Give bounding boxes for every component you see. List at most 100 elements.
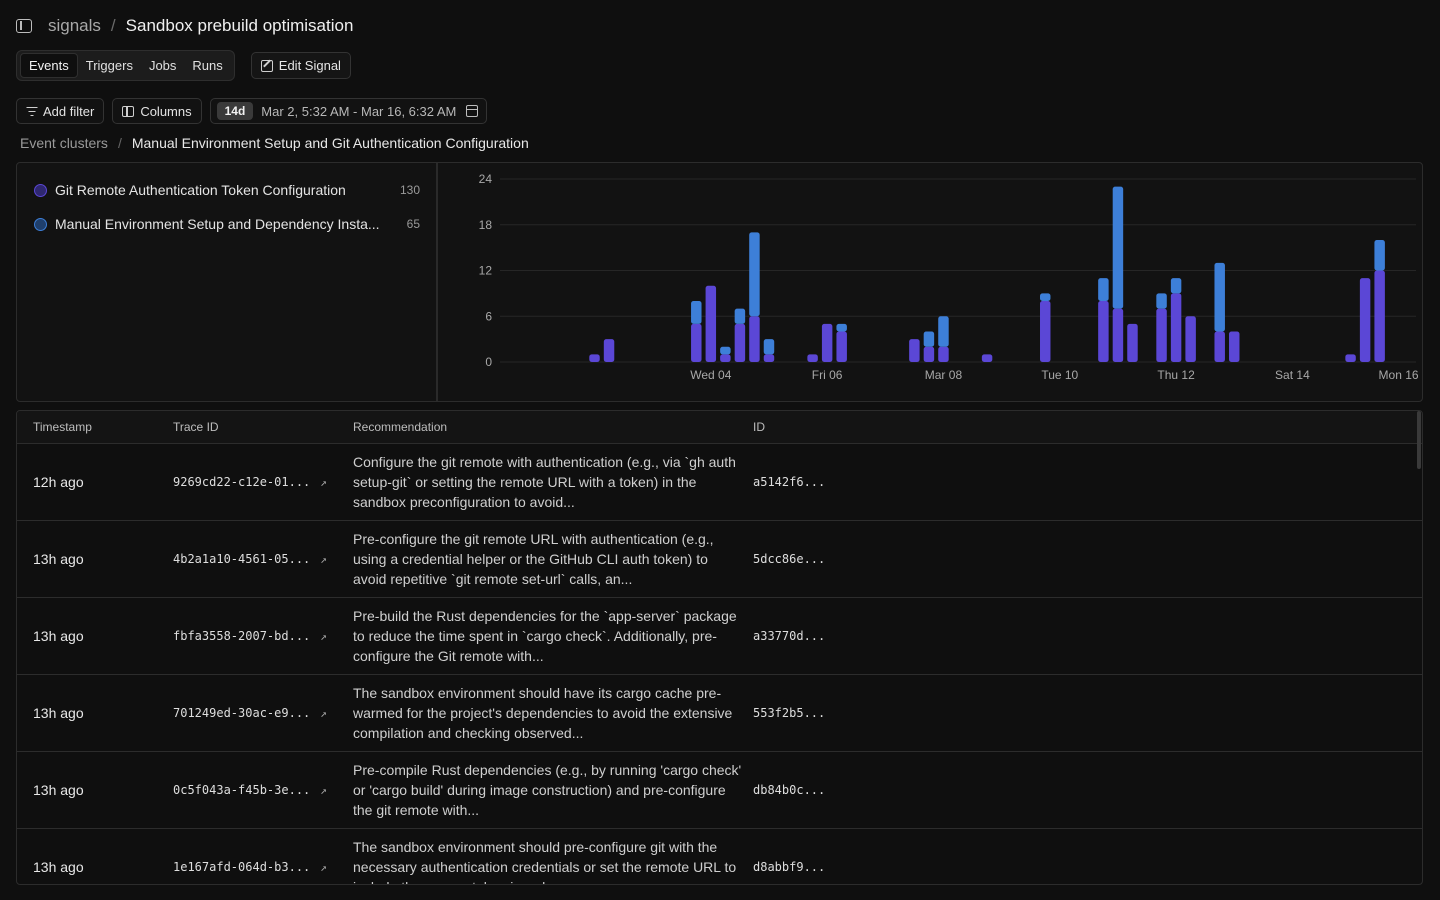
bar-segment-env-setup[interactable] <box>1170 278 1182 294</box>
bar-segment-git-auth[interactable] <box>1127 323 1138 362</box>
trace-id-text: 0c5f043a-f45b-3e... <box>173 783 311 797</box>
bar-segment-env-setup[interactable] <box>1156 293 1167 309</box>
bar-segment-git-auth[interactable] <box>1185 316 1196 362</box>
external-link-icon[interactable]: ↗ <box>320 706 327 720</box>
trace-id-text: 9269cd22-c12e-01... <box>173 475 311 489</box>
y-tick-label: 6 <box>485 309 492 323</box>
bar-segment-git-auth[interactable] <box>807 354 818 362</box>
bar-segment-git-auth[interactable] <box>589 354 600 362</box>
tab-runs[interactable]: Runs <box>192 58 223 73</box>
bar-segment-env-setup[interactable] <box>1374 240 1385 271</box>
bar-segment-git-auth[interactable] <box>1359 278 1371 362</box>
bar-segment-git-auth[interactable] <box>981 354 993 362</box>
sidebar-toggle-icon[interactable] <box>16 19 32 33</box>
legend-item[interactable]: Git Remote Authentication Token Configur… <box>34 173 420 207</box>
bar-segment-git-auth[interactable] <box>1345 354 1356 362</box>
tab-events[interactable]: Events <box>20 53 78 78</box>
cell-timestamp: 13h ago <box>33 628 84 644</box>
bar-segment-git-auth[interactable] <box>1156 308 1167 362</box>
bar-segment-env-setup[interactable] <box>1214 262 1225 332</box>
x-tick-label: Wed 04 <box>690 368 731 382</box>
bar-segment-git-auth[interactable] <box>909 339 920 362</box>
cell-timestamp: 12h ago <box>33 474 84 490</box>
bar-segment-git-auth[interactable] <box>923 346 935 362</box>
page-header: signals / Sandbox prebuild optimisation <box>16 12 353 40</box>
bar-segment-git-auth[interactable] <box>749 316 760 362</box>
table-row[interactable]: 13h ago 4b2a1a10-4561-05... ↗ Pre-configure… <box>17 521 1422 598</box>
column-header-timestamp[interactable]: Timestamp <box>33 420 92 434</box>
table-row[interactable]: 13h ago 701249ed-30ac-e9... ↗ The sandbox e… <box>17 675 1422 752</box>
bar-segment-env-setup[interactable] <box>763 339 775 355</box>
external-link-icon[interactable]: ↗ <box>320 475 327 489</box>
x-tick-label: Fri 06 <box>812 368 843 382</box>
bar-segment-env-setup[interactable] <box>1098 278 1109 301</box>
bar-segment-git-auth[interactable] <box>691 323 702 362</box>
chart-panel: Git Remote Authentication Token Configur… <box>16 162 1423 402</box>
cell-trace-id[interactable]: 701249ed-30ac-e9... ↗ <box>173 706 353 720</box>
bar-segment-git-auth[interactable] <box>1040 301 1051 362</box>
external-link-icon[interactable]: ↗ <box>320 860 327 874</box>
bar-segment-env-setup[interactable] <box>836 323 847 332</box>
x-tick-label: Sat 14 <box>1275 368 1310 382</box>
cell-trace-id[interactable]: 9269cd22-c12e-01... ↗ <box>173 475 353 489</box>
bar-segment-git-auth[interactable] <box>938 346 949 362</box>
bar-segment-git-auth[interactable] <box>720 354 731 362</box>
edit-signal-button[interactable]: Edit Signal <box>250 52 351 79</box>
bar-segment-git-auth[interactable] <box>763 354 775 362</box>
filter-icon <box>26 106 37 116</box>
cell-trace-id[interactable]: fbfa3558-2007-bd... ↗ <box>173 629 353 643</box>
range-badge[interactable]: 14d <box>216 102 254 120</box>
table-header: Timestamp Trace ID Recommendation ID <box>17 411 1422 444</box>
cell-trace-id[interactable]: 1e167afd-064d-b3... ↗ <box>173 860 353 874</box>
columns-button[interactable]: Columns <box>112 98 202 124</box>
bar-segment-env-setup[interactable] <box>749 232 760 317</box>
table-row[interactable]: 13h ago 1e167afd-064d-b3... ↗ The sandbox e… <box>17 829 1422 884</box>
table-scrollbar[interactable] <box>1417 411 1421 469</box>
external-link-icon[interactable]: ↗ <box>320 783 327 797</box>
y-tick-label: 12 <box>479 264 493 278</box>
cell-timestamp: 13h ago <box>33 551 84 567</box>
external-link-icon[interactable]: ↗ <box>320 629 327 643</box>
cluster-breadcrumb-root[interactable]: Event clusters <box>20 135 108 151</box>
bar-segment-env-setup[interactable] <box>720 346 731 355</box>
bar-segment-git-auth[interactable] <box>1214 331 1225 363</box>
table-row[interactable]: 13h ago fbfa3558-2007-bd... ↗ Pre-build the… <box>17 598 1422 675</box>
tab-triggers[interactable]: Triggers <box>85 58 133 73</box>
events-table: Timestamp Trace ID Recommendation ID 12h… <box>16 410 1423 885</box>
breadcrumb-root[interactable]: signals <box>48 16 101 35</box>
bar-segment-git-auth[interactable] <box>821 323 833 362</box>
bar-segment-git-auth[interactable] <box>705 285 717 362</box>
add-filter-button[interactable]: Add filter <box>16 98 105 124</box>
bar-segment-env-setup[interactable] <box>691 301 702 324</box>
bar-segment-git-auth[interactable] <box>603 339 615 362</box>
bar-segment-git-auth[interactable] <box>1170 293 1182 362</box>
bar-segment-git-auth[interactable] <box>1098 301 1109 362</box>
bar-segment-env-setup[interactable] <box>1040 293 1051 301</box>
bar-segment-git-auth[interactable] <box>1374 270 1385 363</box>
cluster-legend: Git Remote Authentication Token Configur… <box>17 163 438 401</box>
date-range-picker[interactable]: 14d Mar 2, 5:32 AM - Mar 16, 6:32 AM <box>209 98 488 124</box>
external-link-icon[interactable]: ↗ <box>320 552 327 566</box>
legend-count: 65 <box>406 217 420 231</box>
bar-segment-git-auth[interactable] <box>734 323 746 362</box>
bar-segment-git-auth[interactable] <box>1229 331 1240 363</box>
bar-segment-git-auth[interactable] <box>836 331 847 363</box>
cell-trace-id[interactable]: 4b2a1a10-4561-05... ↗ <box>173 552 353 566</box>
table-row[interactable]: 12h ago 9269cd22-c12e-01... ↗ Configure the… <box>17 444 1422 521</box>
bar-segment-env-setup[interactable] <box>938 316 949 347</box>
tab-jobs[interactable]: Jobs <box>148 58 177 73</box>
bar-segment-env-setup[interactable] <box>734 308 746 324</box>
trace-id-text: fbfa3558-2007-bd... <box>173 629 311 643</box>
trace-id-text: 4b2a1a10-4561-05... <box>173 552 311 566</box>
column-header-recommendation[interactable]: Recommendation <box>353 420 448 434</box>
column-header-trace-id[interactable]: Trace ID <box>173 420 219 434</box>
bar-segment-git-auth[interactable] <box>1112 308 1124 362</box>
bar-segment-env-setup[interactable] <box>1112 186 1124 309</box>
legend-count: 130 <box>399 183 420 197</box>
column-header-id[interactable]: ID <box>753 420 765 434</box>
bar-segment-env-setup[interactable] <box>923 331 935 347</box>
cell-trace-id[interactable]: 0c5f043a-f45b-3e... ↗ <box>173 783 353 797</box>
legend-label: Manual Environment Setup and Dependency … <box>55 216 380 232</box>
table-row[interactable]: 13h ago 0c5f043a-f45b-3e... ↗ Pre-compile R… <box>17 752 1422 829</box>
legend-item[interactable]: Manual Environment Setup and Dependency … <box>34 207 420 241</box>
